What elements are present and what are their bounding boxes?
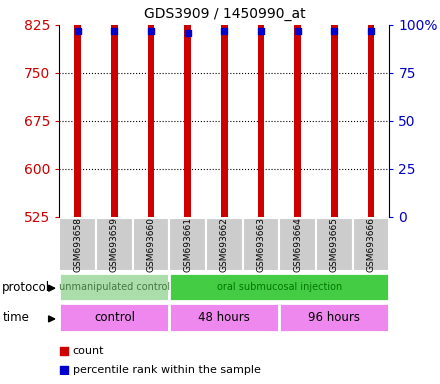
Bar [353,218,389,271]
Point [74,28,81,34]
Text: GSM693659: GSM693659 [110,217,119,272]
Text: GSM693666: GSM693666 [367,217,376,272]
Text: GSM693663: GSM693663 [257,217,266,272]
Point [105,323,112,329]
Bar [133,218,169,271]
Bar [331,0,338,217]
Text: control: control [94,311,135,324]
Bar [59,273,169,301]
Point [147,28,154,34]
Bar [184,0,191,217]
Text: count: count [73,346,104,356]
Bar [258,0,264,217]
Bar [294,0,301,217]
Bar [59,303,169,332]
Bar [243,218,279,271]
Point [294,28,301,34]
Text: oral submucosal injection: oral submucosal injection [217,282,342,292]
Bar [148,0,154,217]
Text: percentile rank within the sample: percentile rank within the sample [73,365,260,375]
Bar [169,273,389,301]
Text: 96 hours: 96 hours [308,311,360,324]
Point [257,28,264,34]
Point [221,28,228,34]
Bar [279,303,389,332]
Point [331,28,338,34]
Text: GSM693660: GSM693660 [147,217,156,272]
Text: protocol: protocol [2,281,50,294]
Text: GSM693662: GSM693662 [220,217,229,271]
Text: GSM693664: GSM693664 [293,217,302,271]
Text: unmanipulated control: unmanipulated control [59,282,170,292]
Bar [221,0,228,217]
Point [367,28,374,34]
Title: GDS3909 / 1450990_at: GDS3909 / 1450990_at [143,7,305,21]
Point [105,305,112,311]
Bar [279,218,316,271]
Bar [206,218,243,271]
Bar [169,218,206,271]
Point [111,28,118,34]
Bar [96,218,133,271]
Bar [59,218,96,271]
Bar [368,0,374,217]
Text: GSM693658: GSM693658 [73,217,82,272]
Bar [169,303,279,332]
Bar [111,0,118,217]
Bar [74,0,81,217]
Text: GSM693665: GSM693665 [330,217,339,272]
Bar [316,218,353,271]
Text: 48 hours: 48 hours [198,311,250,324]
Point [184,30,191,36]
Text: GSM693661: GSM693661 [183,217,192,272]
Text: time: time [2,311,29,324]
